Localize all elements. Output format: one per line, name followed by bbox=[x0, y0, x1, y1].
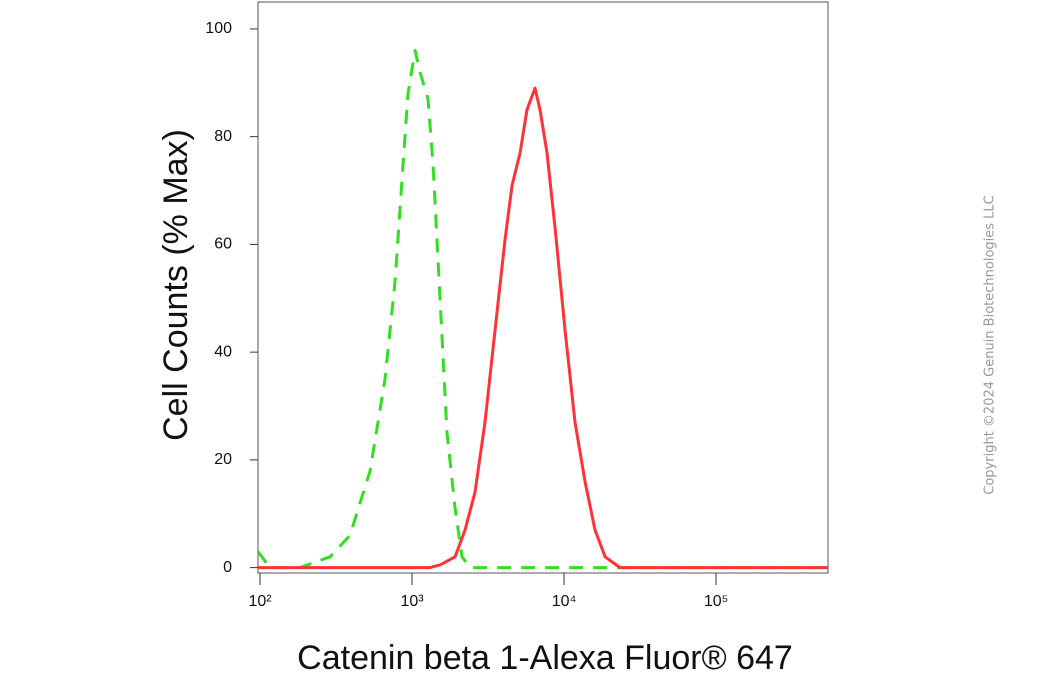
x-tick-label: 10² bbox=[248, 593, 272, 610]
y-tick-label: 100 bbox=[205, 20, 232, 37]
y-axis-title: Cell Counts (% Max) bbox=[157, 129, 195, 441]
y-tick-label: 80 bbox=[214, 128, 232, 145]
y-tick-label: 60 bbox=[214, 236, 232, 253]
y-tick-label: 0 bbox=[223, 559, 232, 576]
x-axis-title: Catenin beta 1-Alexa Fluor® 647 bbox=[297, 639, 793, 677]
y-tick-label: 40 bbox=[214, 343, 232, 360]
x-tick-label: 10⁵ bbox=[704, 593, 728, 610]
series-line bbox=[256, 49, 828, 570]
y-tick-label: 20 bbox=[214, 451, 232, 468]
series-line bbox=[258, 86, 828, 570]
watermark: Copyright ©2024 Genuin Biotechnologies L… bbox=[983, 195, 998, 494]
x-tick-label: 10³ bbox=[400, 593, 424, 610]
plot-frame bbox=[257, 1, 829, 574]
x-tick-label: 10⁴ bbox=[552, 593, 577, 610]
